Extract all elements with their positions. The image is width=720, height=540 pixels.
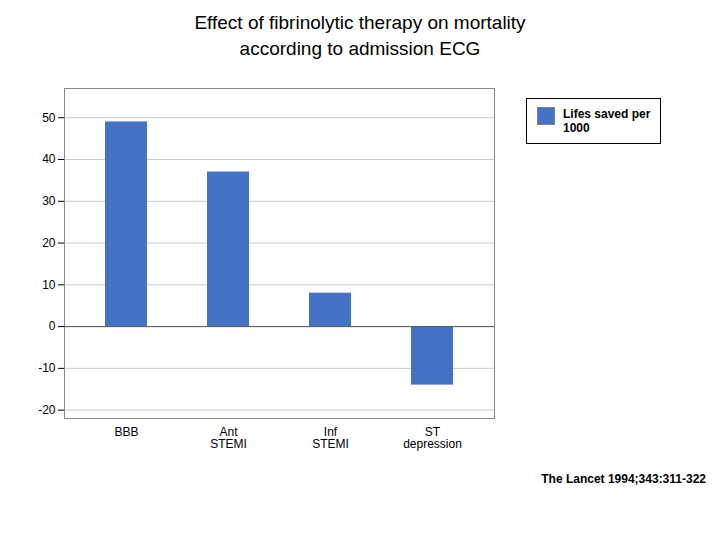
svg-text:BBB: BBB bbox=[114, 425, 138, 439]
svg-text:-10: -10 bbox=[38, 361, 56, 375]
svg-text:InfSTEMI: InfSTEMI bbox=[312, 425, 349, 451]
svg-text:30: 30 bbox=[42, 194, 56, 208]
svg-text:10: 10 bbox=[42, 278, 56, 292]
svg-text:-20: -20 bbox=[38, 403, 56, 417]
html-text:The Lancet 1994;343:311-322: The Lancet 1994;343:311-322 bbox=[541, 472, 706, 486]
html-text:Effect of fibrinolytic therapy: Effect of fibrinolytic therapy on mortal… bbox=[194, 12, 526, 33]
svg-text:40: 40 bbox=[42, 152, 56, 166]
html-text:Lifes saved per 1000: Lifes saved per 1000 bbox=[563, 107, 651, 135]
svg-text:STdepression: STdepression bbox=[403, 425, 462, 451]
svg-text:0: 0 bbox=[49, 319, 56, 333]
svg-text:AntSTEMI: AntSTEMI bbox=[210, 425, 247, 451]
html-text:according to admission ECG: according to admission ECG bbox=[239, 38, 481, 59]
svg-text:50: 50 bbox=[42, 111, 56, 125]
svg-text:20: 20 bbox=[42, 236, 56, 250]
